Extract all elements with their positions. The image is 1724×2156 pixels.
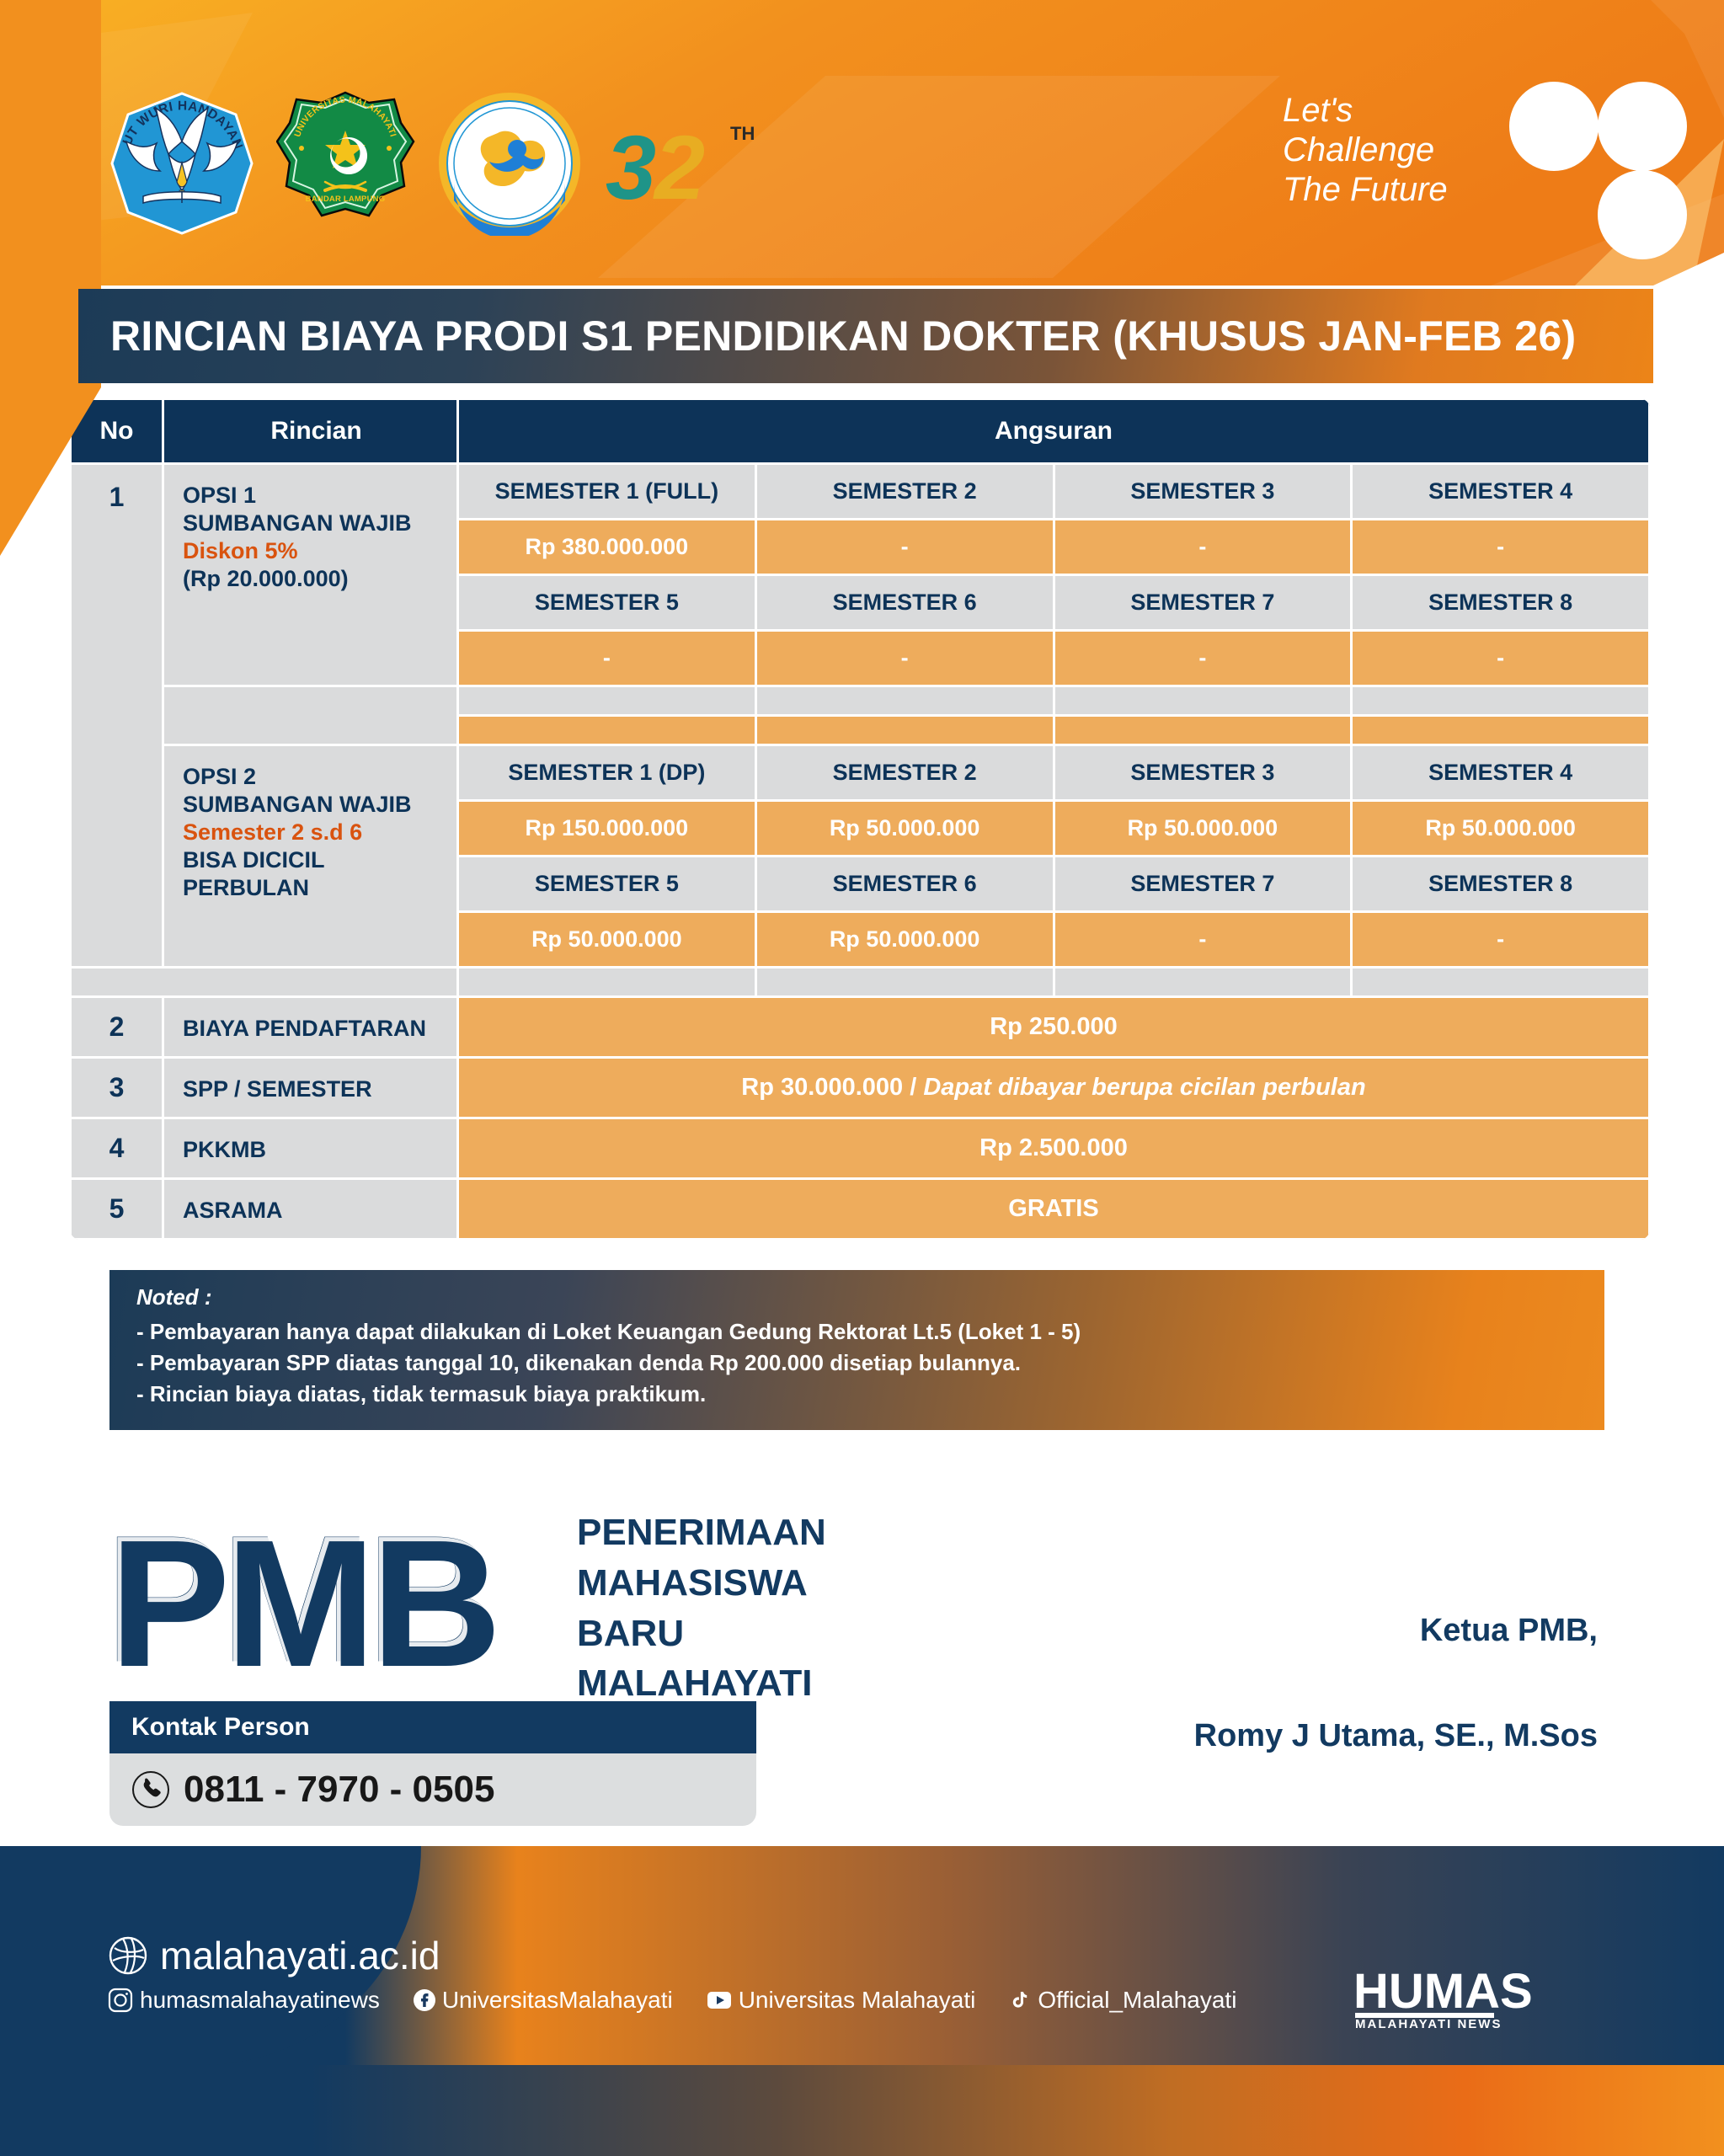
svg-text:HUMAS: HUMAS (1353, 1964, 1533, 2019)
svg-text:TH: TH (730, 123, 755, 144)
svg-text:2: 2 (653, 116, 705, 218)
svg-text:MALAHAYATI NEWS: MALAHAYATI NEWS (1355, 2017, 1502, 2031)
svg-text:BANDAR LAMPUNG: BANDAR LAMPUNG (306, 195, 386, 204)
svg-text:3: 3 (606, 116, 656, 218)
